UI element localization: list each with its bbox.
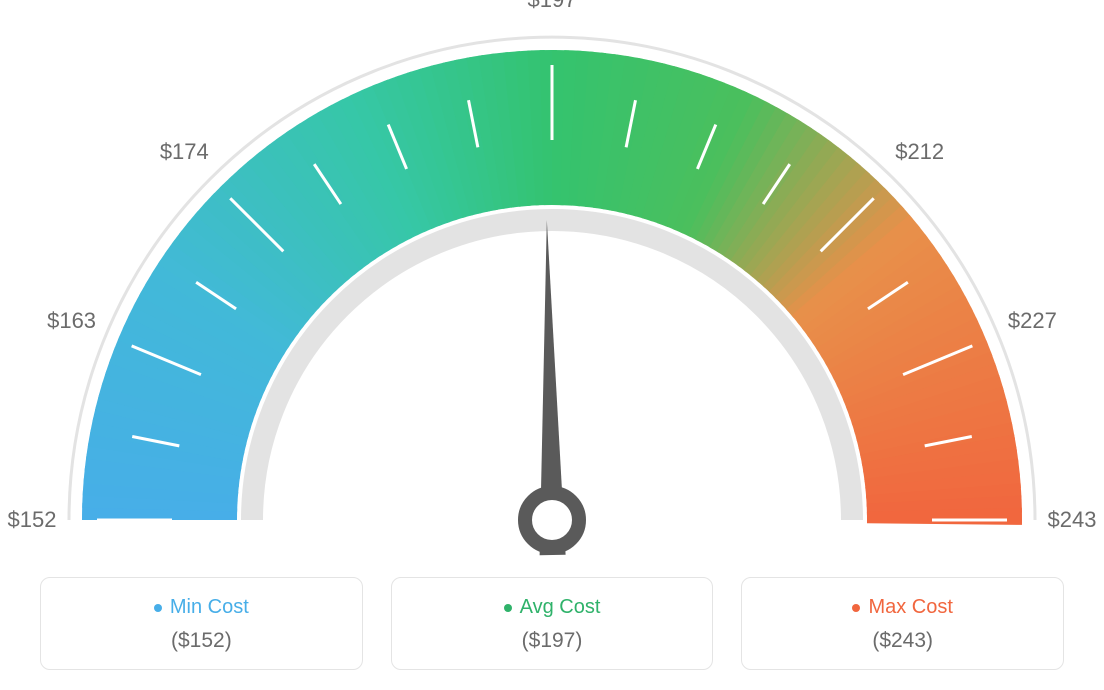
legend-row: Min Cost ($152) Avg Cost ($197) Max Cost ($24… [0,577,1104,670]
legend-title: Min Cost [154,596,249,619]
legend-value: ($243) [752,629,1053,653]
legend-value: ($152) [51,629,352,653]
legend-dot-icon [504,604,512,612]
gauge-tick-label: $197 [528,0,577,13]
legend-title: Max Cost [852,596,952,619]
legend-title-text: Min Cost [170,596,249,619]
legend-title-text: Avg Cost [520,596,601,619]
gauge-tick-label: $174 [160,139,209,165]
gauge-tick-label: $163 [47,308,96,334]
gauge-chart: $152 $163 $174 $197 $212 $227 $243 [0,0,1104,560]
gauge-svg [0,0,1104,560]
legend-card: Avg Cost ($197) [391,577,714,670]
gauge-tick-label: $212 [895,139,944,165]
legend-card: Min Cost ($152) [40,577,363,670]
legend-value: ($197) [402,629,703,653]
gauge-tick-label: $152 [8,507,57,533]
legend-title-text: Max Cost [868,596,952,619]
legend-dot-icon [154,604,162,612]
legend-card: Max Cost ($243) [741,577,1064,670]
gauge-tick-label: $243 [1048,507,1097,533]
legend-title: Avg Cost [504,596,601,619]
legend-dot-icon [852,604,860,612]
gauge-tick-label: $227 [1008,308,1057,334]
